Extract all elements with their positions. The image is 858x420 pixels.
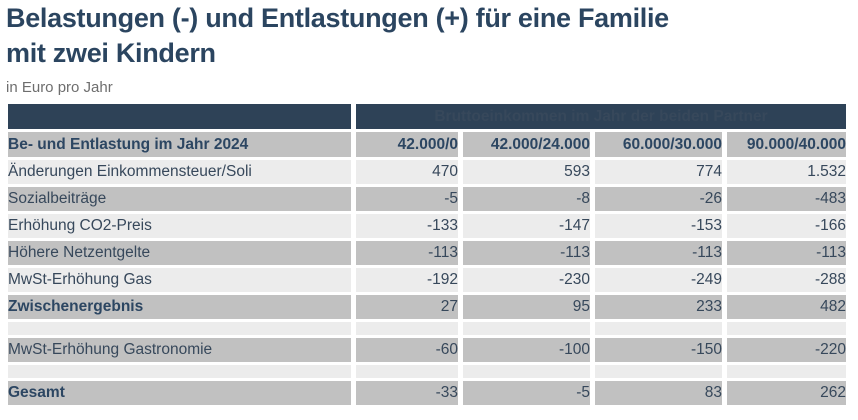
value-cell: -220 <box>727 338 847 365</box>
table-row: Erhöhung CO2-Preis -133 -147 -153 -166 <box>8 214 847 241</box>
group-header-cell: Bruttoeinkommen im Jahr der beiden Partn… <box>356 104 847 132</box>
chart-header: Belastungen (-) und Entlastungen (+) für… <box>0 0 858 96</box>
table-row: MwSt-Erhöhung Gastronomie -60 -100 -150 … <box>8 338 847 365</box>
row-label: Sozialbeiträge <box>8 187 356 214</box>
value-cell: -483 <box>727 187 847 214</box>
column-header: 42.000/24.000 <box>463 132 595 160</box>
row-label: Zwischenergebnis <box>8 295 356 322</box>
row-label: Erhöhung CO2-Preis <box>8 214 356 241</box>
chart-title-line2: mit zwei Kindern <box>6 38 216 68</box>
spacer-row <box>8 365 847 381</box>
value-cell: -5 <box>356 187 463 214</box>
spacer-row <box>8 322 847 338</box>
value-cell: 593 <box>463 160 595 187</box>
table-row-subtotal: Zwischenergebnis 27 95 233 482 <box>8 295 847 322</box>
belastung-table: Bruttoeinkommen im Jahr der beiden Partn… <box>8 104 847 405</box>
table-row: MwSt-Erhöhung Gas -192 -230 -249 -288 <box>8 268 847 295</box>
value-cell: -100 <box>463 338 595 365</box>
value-cell: -166 <box>727 214 847 241</box>
row-header-cell: Be- und Entlastung im Jahr 2024 <box>8 132 356 160</box>
value-cell: -113 <box>727 241 847 268</box>
table-group-header-row: Bruttoeinkommen im Jahr der beiden Partn… <box>8 104 847 132</box>
corner-cell <box>8 104 356 132</box>
value-cell: 262 <box>727 381 847 405</box>
table-column-header-row: Be- und Entlastung im Jahr 2024 42.000/0… <box>8 132 847 160</box>
value-cell: -113 <box>463 241 595 268</box>
value-cell: 470 <box>356 160 463 187</box>
row-label: MwSt-Erhöhung Gas <box>8 268 356 295</box>
value-cell: 95 <box>463 295 595 322</box>
value-cell: -26 <box>595 187 727 214</box>
row-label: MwSt-Erhöhung Gastronomie <box>8 338 356 365</box>
column-header: 42.000/0 <box>356 132 463 160</box>
value-cell: -60 <box>356 338 463 365</box>
column-header: 90.000/40.000 <box>727 132 847 160</box>
value-cell: 233 <box>595 295 727 322</box>
row-label: Änderungen Einkommensteuer/Soli <box>8 160 356 187</box>
value-cell: -133 <box>356 214 463 241</box>
value-cell: -288 <box>727 268 847 295</box>
row-label: Gesamt <box>8 381 356 405</box>
value-cell: -192 <box>356 268 463 295</box>
value-cell: -5 <box>463 381 595 405</box>
value-cell: -153 <box>595 214 727 241</box>
value-cell: -230 <box>463 268 595 295</box>
table-row: Höhere Netzentgelte -113 -113 -113 -113 <box>8 241 847 268</box>
value-cell: 27 <box>356 295 463 322</box>
value-cell: -150 <box>595 338 727 365</box>
value-cell: 1.532 <box>727 160 847 187</box>
value-cell: -8 <box>463 187 595 214</box>
value-cell: -249 <box>595 268 727 295</box>
row-label: Höhere Netzentgelte <box>8 241 356 268</box>
table-row-total: Gesamt -33 -5 83 262 <box>8 381 847 405</box>
value-cell: -147 <box>463 214 595 241</box>
chart-subtitle: in Euro pro Jahr <box>6 79 113 96</box>
value-cell: 482 <box>727 295 847 322</box>
value-cell: -33 <box>356 381 463 405</box>
value-cell: -113 <box>356 241 463 268</box>
table-row: Änderungen Einkommensteuer/Soli 470 593 … <box>8 160 847 187</box>
value-cell: -113 <box>595 241 727 268</box>
chart-title-line1: Belastungen (-) und Entlastungen (+) für… <box>6 3 669 33</box>
value-cell: 83 <box>595 381 727 405</box>
value-cell: 774 <box>595 160 727 187</box>
column-header: 60.000/30.000 <box>595 132 727 160</box>
table-row: Sozialbeiträge -5 -8 -26 -483 <box>8 187 847 214</box>
